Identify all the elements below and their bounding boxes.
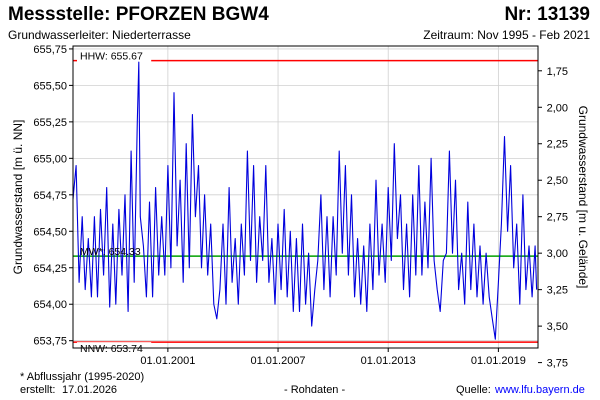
groundwater-series-line (72, 61, 538, 340)
plot-frame (72, 45, 539, 349)
source-label: Quelle: (456, 384, 491, 396)
x-tick-label: 01.01.2019 (471, 355, 526, 367)
reference-labels: HHW: 655.67 MW*: 654.33 NNW: 653.74 (77, 49, 152, 355)
y-tick-label: 655,75 (33, 44, 67, 56)
y-axis-label: Grundwasserstand [m ü. NN] (11, 120, 25, 275)
y2-tick-label: 2,25 (547, 139, 568, 151)
x-tick-label: 01.01.2013 (361, 355, 416, 367)
y2-tick-label: 2,75 (547, 212, 568, 224)
axis-layer: 653,75 654,00 654,25 654,50 654,75 655,00 655,… (33, 44, 568, 370)
rawdata-note: - Rohdaten - (284, 384, 346, 396)
y2-tick-label: 3,50 (547, 321, 568, 333)
created-label: erstellt: (20, 384, 56, 396)
y-tick-label: 654,00 (33, 299, 67, 311)
x-tick-label: 01.01.2007 (251, 355, 306, 367)
y-tick-label: 654,25 (33, 263, 67, 275)
y2-tick-label: 3,25 (547, 285, 568, 297)
y-tick-label: 655,00 (33, 153, 67, 165)
station-title: Messstelle: PFORZEN BGW4 (8, 4, 269, 25)
ref-label-max: HHW: 655.67 (80, 51, 143, 63)
y-tick-label: 655,50 (33, 80, 67, 92)
aquifer-label: Grundwasserleiter: Niederterrasse (8, 28, 191, 42)
y-tick-label: 653,75 (33, 336, 67, 348)
x-tick-label: 01.01.2001 (140, 355, 195, 367)
ref-label-bg (77, 49, 152, 62)
y-tick-label: 654,75 (33, 190, 67, 202)
y2-tick-label: 3,00 (547, 248, 568, 260)
y-tick-label: 655,25 (33, 117, 67, 129)
ref-label-min: NNW: 653.74 (80, 343, 143, 355)
source-link[interactable]: www.lfu.bayern.de (495, 384, 585, 396)
y2-axis-label: Grundwasserstand [m u. Gelände] (576, 106, 590, 289)
period-label: Zeitraum: Nov 1995 - Feb 2021 (423, 28, 590, 42)
y2-tick-label: 2,00 (547, 102, 568, 114)
footnote: * Abflussjahr (1995-2020) (20, 371, 145, 383)
y2-tick-label: 3,75 (547, 358, 568, 370)
created-date: 17.01.2026 (62, 384, 118, 396)
y2-tick-label: 2,50 (547, 175, 568, 187)
station-number: Nr: 13139 (504, 4, 590, 25)
ref-label-mean: MW*: 654.33 (80, 246, 141, 258)
y-tick-label: 654,50 (33, 226, 67, 238)
grid-layer (73, 46, 538, 348)
y2-tick-label: 1,75 (547, 66, 568, 78)
